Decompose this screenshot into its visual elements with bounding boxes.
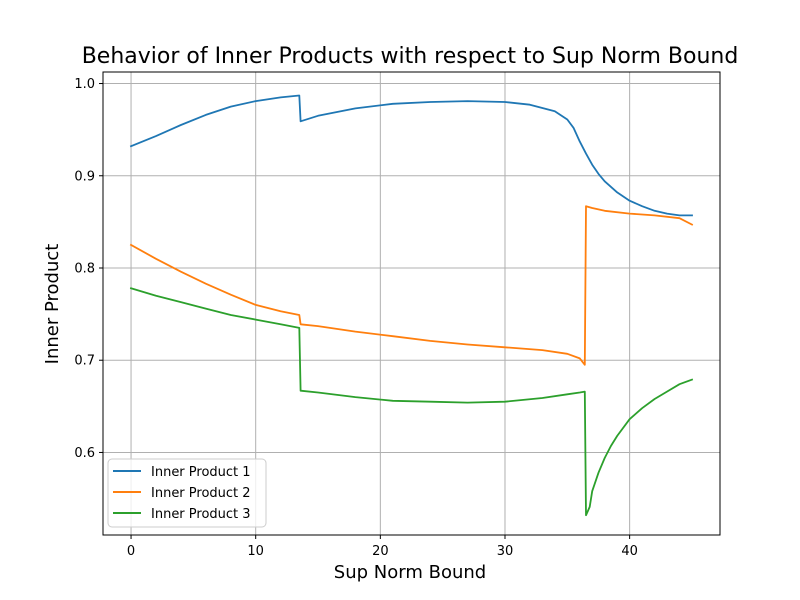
legend-label-inner-product-1: Inner Product 1 xyxy=(151,465,251,480)
y-tick-label: 0.9 xyxy=(74,169,95,184)
x-tick-label: 0 xyxy=(127,544,135,559)
y-axis-label: Inner Product xyxy=(42,244,63,365)
legend: Inner Product 1 Inner Product 2 Inner Pr… xyxy=(107,458,267,528)
x-axis-label: Sup Norm Bound xyxy=(334,562,486,583)
y-tick-label: 1.0 xyxy=(74,77,95,92)
series-line-inner-product-1 xyxy=(129,94,693,217)
y-tick-label: 0.8 xyxy=(74,261,95,276)
legend-label-inner-product-2: Inner Product 2 xyxy=(151,486,251,501)
x-tick-label: 40 xyxy=(621,544,638,559)
x-tick-label: 10 xyxy=(247,544,264,559)
x-tick-label: 30 xyxy=(497,544,514,559)
grid xyxy=(103,72,720,535)
legend-label-inner-product-3: Inner Product 3 xyxy=(151,507,251,522)
series-group xyxy=(129,94,694,517)
legend-box xyxy=(107,458,267,528)
y-tick-label: 0.7 xyxy=(74,354,95,369)
series-line-inner-product-3 xyxy=(129,287,694,517)
ticks: 0 10 20 30 40 0.6 0.7 0.8 0.9 1.0 xyxy=(74,77,638,559)
series-line-inner-product-2 xyxy=(129,205,694,366)
y-tick-label: 0.6 xyxy=(74,446,95,461)
plot-frame xyxy=(102,71,721,536)
chart-title: Behavior of Inner Products with respect … xyxy=(82,44,739,69)
x-tick-label: 20 xyxy=(372,544,389,559)
